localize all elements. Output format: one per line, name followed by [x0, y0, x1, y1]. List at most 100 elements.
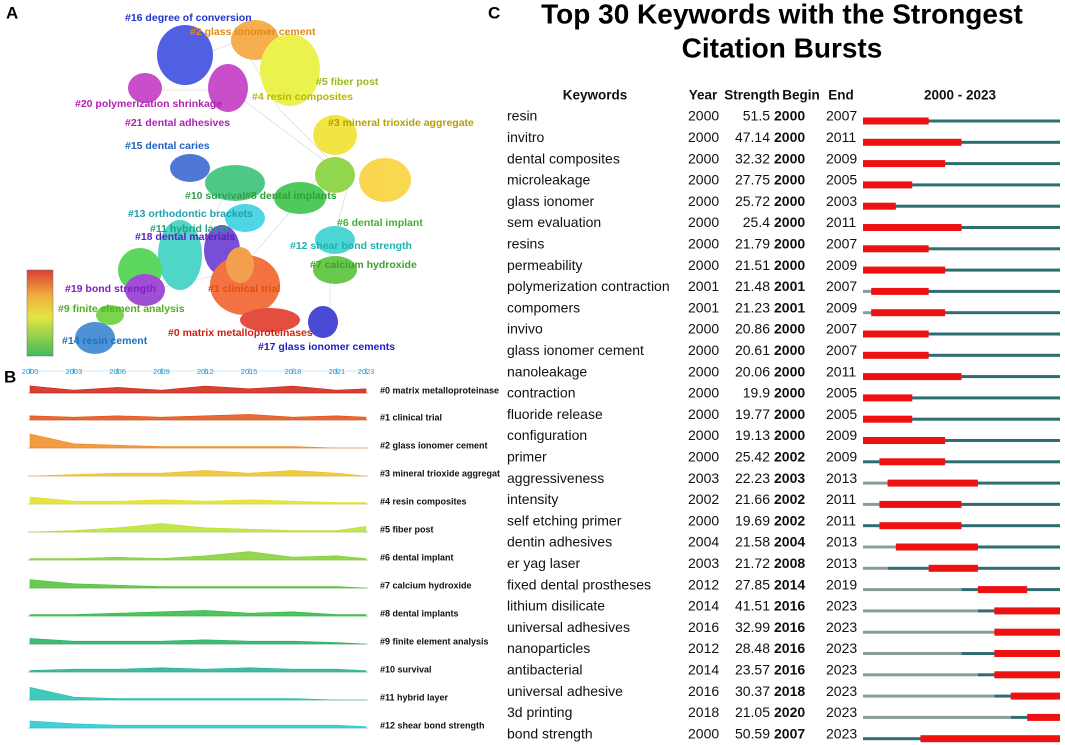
area	[29, 638, 367, 645]
strength: 20.86	[735, 321, 770, 337]
pre-year-bar	[863, 502, 880, 506]
burst-bar	[1027, 713, 1060, 721]
cluster-blob	[313, 256, 357, 284]
strength: 27.75	[735, 172, 770, 188]
year: 2012	[688, 640, 719, 656]
row-label: #10 survival	[380, 664, 432, 674]
row-label: #2 glass ionomer cement	[380, 440, 488, 450]
burst-bar	[920, 735, 1060, 743]
x-tick-label: 2012	[197, 367, 214, 376]
burst-bar	[863, 415, 913, 423]
begin: 2000	[774, 172, 805, 188]
active-bar	[863, 247, 1060, 251]
end: 2007	[826, 236, 857, 252]
row-label: #12 shear bond strength	[380, 720, 485, 730]
strength: 20.06	[735, 363, 770, 379]
burst-bar	[994, 671, 1060, 679]
burst-bar	[895, 543, 978, 551]
burst-bar	[928, 564, 978, 572]
begin: 2014	[774, 576, 805, 592]
cluster-blob	[225, 204, 265, 232]
burst-bar	[871, 287, 929, 295]
area	[29, 579, 367, 589]
end: 2009	[826, 150, 857, 166]
strength: 21.79	[735, 236, 770, 252]
row-label: #5 fiber post	[380, 524, 434, 534]
end: 2009	[826, 449, 857, 465]
burst-bar	[887, 479, 978, 487]
strength: 19.77	[735, 406, 770, 422]
keyword: fixed dental prostheses	[507, 576, 651, 592]
end: 2007	[826, 278, 857, 294]
pre-year-bar	[863, 588, 962, 592]
begin: 2000	[774, 193, 805, 209]
end: 2009	[826, 427, 857, 443]
strength: 19.69	[735, 512, 770, 528]
burst-bar	[863, 373, 962, 381]
column-header: Begin	[782, 88, 820, 103]
begin: 2000	[774, 385, 805, 401]
row-label: #9 finite element analysis	[380, 636, 489, 646]
keyword: configuration	[507, 427, 587, 443]
strength: 21.58	[735, 534, 770, 550]
strength: 27.85	[735, 576, 770, 592]
column-header: Year	[689, 88, 718, 103]
burst-bar	[863, 394, 913, 402]
burst-bar	[1010, 692, 1060, 700]
end: 2005	[826, 172, 857, 188]
keyword: polymerization contraction	[507, 278, 670, 294]
year: 2014	[688, 662, 719, 678]
end: 2011	[826, 363, 856, 379]
begin: 2000	[774, 342, 805, 358]
year: 2000	[688, 108, 719, 124]
end: 2009	[826, 257, 857, 273]
cluster-label: #14 resin cement	[62, 335, 148, 347]
keyword: invivo	[507, 321, 543, 337]
area	[29, 720, 367, 729]
begin: 2000	[774, 236, 805, 252]
year: 2000	[688, 321, 719, 337]
year: 2000	[688, 193, 719, 209]
cluster-blob	[96, 305, 124, 325]
keyword: lithium disilicate	[507, 598, 605, 614]
end: 2005	[826, 406, 857, 422]
x-tick-label: 2006	[109, 367, 126, 376]
burst-bar	[863, 160, 946, 168]
year: 2000	[688, 150, 719, 166]
end: 2009	[826, 299, 857, 315]
active-bar	[879, 502, 1060, 506]
pre-year-bar	[863, 694, 995, 698]
keyword: dental composites	[507, 150, 620, 166]
year: 2000	[688, 725, 719, 741]
begin: 2002	[774, 512, 805, 528]
year: 2000	[688, 427, 719, 443]
pre-year-bar	[863, 566, 888, 570]
keyword: microleakage	[507, 172, 590, 188]
keyword: intensity	[507, 491, 558, 507]
begin: 2020	[774, 704, 805, 720]
cluster-blob	[128, 73, 162, 103]
strength: 25.42	[735, 449, 770, 465]
row-label: #8 dental implants	[380, 608, 459, 618]
active-bar	[863, 396, 1060, 400]
active-bar	[863, 268, 1060, 272]
cluster-label: #8 dental implants	[245, 190, 337, 202]
year: 2000	[688, 129, 719, 145]
active-bar	[863, 417, 1060, 421]
keyword: permeability	[507, 257, 582, 273]
column-header: Keywords	[563, 88, 628, 103]
burst-bar	[863, 138, 962, 146]
begin: 2002	[774, 491, 805, 507]
cluster-blob	[75, 322, 115, 354]
burst-bar	[863, 330, 929, 338]
keyword: contraction	[507, 385, 575, 401]
cluster-blob	[315, 226, 355, 254]
keyword: glass ionomer	[507, 193, 594, 209]
area	[29, 551, 367, 561]
strength: 21.23	[735, 299, 770, 315]
pre-year-bar	[863, 545, 896, 549]
year: 2000	[688, 385, 719, 401]
cluster-blob	[308, 306, 338, 338]
keyword: er yag laser	[507, 555, 580, 571]
cluster-blob	[240, 308, 300, 332]
